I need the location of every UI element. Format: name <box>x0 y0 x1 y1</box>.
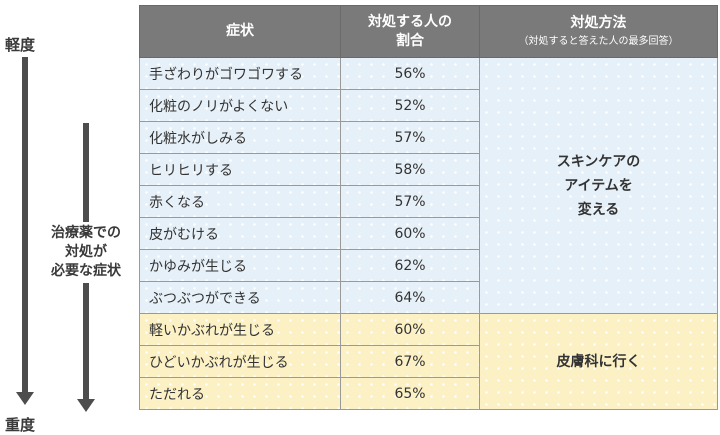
symptom-cell: ヒリヒリする <box>139 153 341 186</box>
symptom-cell: ぶつぶつができる <box>139 281 341 314</box>
percent-cell: 60% <box>340 217 480 250</box>
header-symptom: 症状 <box>139 5 341 58</box>
table-row: 軽いかぶれが生じる 60% 皮膚科に行く <box>139 313 718 410</box>
header-method-subtitle: （対処すると答えた人の最多回答） <box>518 36 679 47</box>
header-percent: 対処する人の 割合 <box>340 5 480 58</box>
table-header-row: 症状 対処する人の 割合 対処方法 （対処すると答えた人の最多回答） <box>139 5 718 58</box>
table-row: ぶつぶつができる 64% <box>139 281 718 314</box>
percent-cell: 60% <box>340 313 480 346</box>
symptom-cell: 化粧水がしみる <box>139 121 341 154</box>
mild-label: 軽度 <box>5 36 36 54</box>
percent-cell: 52% <box>340 89 480 122</box>
severity-arrow-shaft <box>22 57 28 392</box>
symptom-cell: 軽いかぶれが生じる <box>139 313 341 346</box>
table-row: 手ざわりがゴワゴワする 56% スキンケアの アイテムを 変える <box>139 57 718 314</box>
symptom-cell: 皮がむける <box>139 217 341 250</box>
symptom-cell: かゆみが生じる <box>139 249 341 282</box>
percent-cell: 56% <box>340 57 480 90</box>
symptom-table: 症状 対処する人の 割合 対処方法 （対処すると答えた人の最多回答） 手ざわりがゴ… <box>139 5 718 410</box>
severity-arrow-head <box>16 392 34 405</box>
percent-cell: 64% <box>340 281 480 314</box>
treatment-needed-label: 治療薬での 対処が 必要な症状 <box>40 222 132 283</box>
table-row: ただれる 65% <box>139 377 718 410</box>
method-clinic-label: 皮膚科に行く <box>556 353 641 370</box>
table-row: 赤くなる 57% <box>139 185 718 218</box>
percent-cell: 57% <box>340 185 480 218</box>
method-skincare-cell: スキンケアの アイテムを 変える <box>479 57 718 314</box>
method-clinic-cell: 皮膚科に行く <box>479 313 718 410</box>
symptom-cell: ひどいかぶれが生じる <box>139 345 341 378</box>
table-row: 化粧水がしみる 57% <box>139 121 718 154</box>
method-skincare-label: スキンケアの アイテムを 変える <box>556 153 641 218</box>
table-row: 化粧のノリがよくない 52% <box>139 89 718 122</box>
symptom-cell: 手ざわりがゴワゴワする <box>139 57 341 90</box>
symptom-cell: ただれる <box>139 377 341 410</box>
symptom-cell: 化粧のノリがよくない <box>139 89 341 122</box>
percent-cell: 62% <box>340 249 480 282</box>
percent-cell: 67% <box>340 345 480 378</box>
table-row: ひどいかぶれが生じる 67% <box>139 345 718 378</box>
header-method-title: 対処方法 <box>570 15 627 31</box>
percent-cell: 65% <box>340 377 480 410</box>
percent-cell: 57% <box>340 121 480 154</box>
table-row: ヒリヒリする 58% <box>139 153 718 186</box>
severe-label: 重度 <box>5 416 36 434</box>
treatment-arrow-head <box>77 399 95 412</box>
header-method: 対処方法 （対処すると答えた人の最多回答） <box>479 5 718 58</box>
percent-cell: 58% <box>340 153 480 186</box>
symptom-cell: 赤くなる <box>139 185 341 218</box>
table-row: かゆみが生じる 62% <box>139 249 718 282</box>
